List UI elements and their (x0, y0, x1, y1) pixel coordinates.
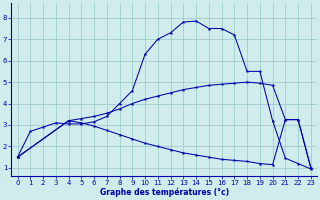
X-axis label: Graphe des températures (°c): Graphe des températures (°c) (100, 188, 229, 197)
